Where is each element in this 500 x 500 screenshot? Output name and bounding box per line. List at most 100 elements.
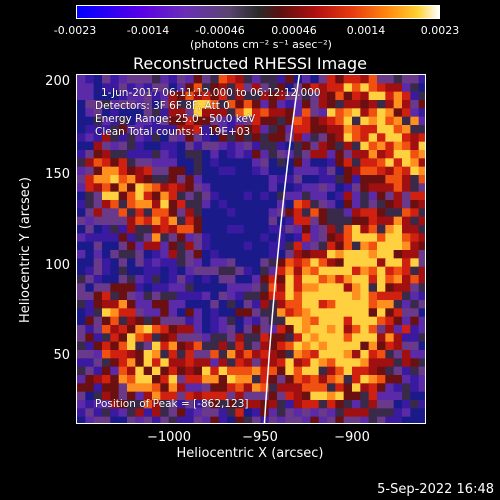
- heatmap-pixel: [235, 100, 245, 109]
- heatmap-pixel: [177, 375, 186, 384]
- heatmap-pixel: [85, 125, 95, 134]
- heatmap-pixel: [285, 358, 295, 368]
- heatmap-pixel: [93, 283, 103, 293]
- heatmap-pixel: [335, 291, 345, 301]
- heatmap-pixel: [418, 383, 425, 393]
- heatmap-pixel: [143, 325, 153, 334]
- heatmap-pixel: [193, 208, 203, 218]
- heatmap-pixel: [293, 366, 303, 376]
- heatmap-pixel: [327, 308, 336, 318]
- heatmap-pixel: [252, 316, 261, 326]
- heatmap-pixel: [235, 400, 245, 409]
- heatmap-pixel: [218, 191, 228, 201]
- heatmap-pixel: [268, 241, 278, 251]
- heatmap-pixel: [318, 175, 328, 184]
- heatmap-pixel: [260, 275, 270, 284]
- heatmap-pixel: [393, 233, 403, 243]
- heatmap-pixel: [285, 350, 295, 359]
- heatmap-pixel: [102, 383, 111, 393]
- heatmap-pixel: [160, 183, 170, 193]
- heatmap-pixel: [343, 266, 353, 276]
- heatmap-pixel: [277, 391, 286, 401]
- heatmap-pixel: [243, 258, 253, 268]
- heatmap-pixel: [210, 141, 220, 151]
- heatmap-pixel: [227, 225, 236, 234]
- heatmap-pixel: [135, 141, 145, 151]
- heatmap-pixel: [302, 241, 311, 251]
- heatmap-pixel: [102, 191, 111, 201]
- heatmap-pixel: [227, 300, 236, 309]
- heatmap-pixel: [368, 333, 378, 343]
- heatmap-pixel: [218, 275, 228, 284]
- heatmap-pixel: [77, 333, 86, 343]
- heatmap-pixel: [252, 375, 261, 384]
- heatmap-pixel: [318, 191, 328, 201]
- heatmap-pixel: [360, 350, 370, 359]
- heatmap-pixel: [202, 375, 211, 384]
- heatmap-pixel: [418, 83, 425, 93]
- heatmap-pixel: [218, 300, 228, 309]
- heatmap-pixel: [343, 391, 353, 401]
- heatmap-pixel: [160, 116, 170, 126]
- heatmap-pixel: [210, 166, 220, 176]
- heatmap-pixel: [352, 275, 361, 284]
- heatmap-pixel: [85, 341, 95, 351]
- heatmap-pixel: [202, 200, 211, 209]
- heatmap-pixel: [243, 233, 253, 243]
- heatmap-pixel: [185, 366, 195, 376]
- heatmap-pixel: [343, 375, 353, 384]
- heatmap-pixel: [352, 383, 361, 393]
- heatmap-pixel: [285, 266, 295, 276]
- heatmap-pixel: [143, 350, 153, 359]
- heatmap-pixel: [77, 408, 86, 418]
- footer-timestamp: 5-Sep-2022 16:48: [377, 482, 494, 497]
- heatmap-pixel: [168, 141, 178, 151]
- heatmap-pixel: [302, 100, 311, 109]
- heatmap-pixel: [160, 133, 170, 143]
- heatmap-pixel: [252, 416, 261, 423]
- heatmap-pixel: [93, 400, 103, 409]
- heatmap-pixel: [393, 100, 403, 109]
- heatmap-pixel: [110, 166, 120, 176]
- heatmap-pixel: [402, 216, 411, 226]
- heatmap-pixel: [277, 375, 286, 384]
- heatmap-pixel: [368, 216, 378, 226]
- heatmap-pixel: [302, 266, 311, 276]
- heatmap-pixel: [235, 241, 245, 251]
- heatmap-pixel: [160, 225, 170, 234]
- heatmap-pixel: [168, 391, 178, 401]
- heatmap-pixel: [260, 225, 270, 234]
- heatmap-pixel: [360, 366, 370, 376]
- heatmap-pixel: [318, 366, 328, 376]
- heatmap-pixel: [377, 191, 386, 201]
- heatmap-pixel: [410, 216, 420, 226]
- heatmap-pixel: [360, 116, 370, 126]
- heatmap-pixel: [410, 133, 420, 143]
- heatmap-pixel: [377, 116, 386, 126]
- heatmap-pixel: [185, 200, 195, 209]
- heatmap-pixel: [85, 375, 95, 384]
- heatmap-pixel: [318, 150, 328, 159]
- heatmap-pixel: [385, 100, 395, 109]
- heatmap-pixel: [410, 391, 420, 401]
- heatmap-pixel: [185, 400, 195, 409]
- heatmap-pixel: [135, 341, 145, 351]
- heatmap-pixel: [243, 116, 253, 126]
- heatmap-pixel: [143, 150, 153, 159]
- heatmap-pixel: [343, 175, 353, 184]
- heatmap-pixel: [343, 225, 353, 234]
- heatmap-pixel: [110, 350, 120, 359]
- colorbar-tick: 0.00046: [271, 24, 317, 37]
- heatmap-pixel: [102, 391, 111, 401]
- heatmap-pixel: [385, 75, 395, 84]
- heatmap-pixel: [118, 116, 128, 126]
- heatmap-pixel: [177, 416, 186, 423]
- heatmap-pixel: [252, 408, 261, 418]
- heatmap-pixel: [168, 308, 178, 318]
- heatmap-pixel: [377, 400, 386, 409]
- heatmap-pixel: [127, 291, 136, 301]
- heatmap-pixel: [77, 308, 86, 318]
- heatmap-pixel: [160, 291, 170, 301]
- heatmap-pixel: [118, 125, 128, 134]
- heatmap-pixel: [143, 300, 153, 309]
